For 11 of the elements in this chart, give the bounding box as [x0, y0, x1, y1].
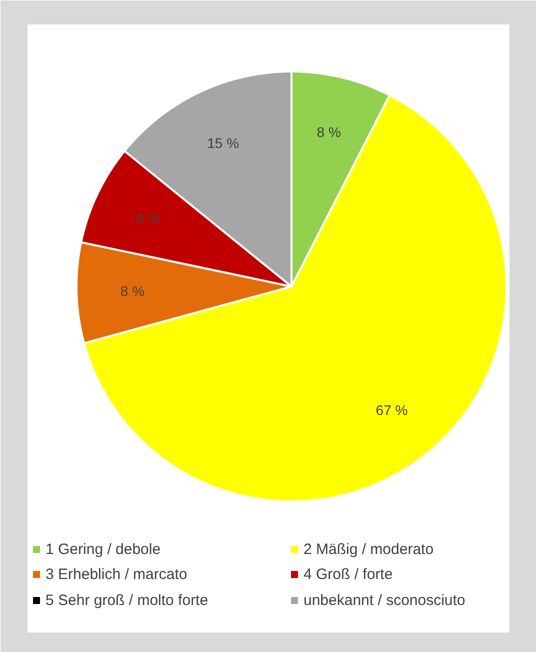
data-label: 8 %	[136, 210, 160, 226]
legend-label: 1 Gering / debole	[46, 541, 161, 558]
legend-label: unbekannt / sconosciuto	[304, 592, 466, 609]
data-label: 15 %	[207, 134, 240, 151]
legend-label: 3 Erheblich / marcato	[46, 566, 188, 583]
legend-label: 5 Sehr groß / molto forte	[46, 592, 208, 609]
data-label: 8 %	[316, 124, 341, 140]
data-label: 8 %	[120, 283, 145, 300]
legend-label: 4 Groß / forte	[304, 566, 393, 583]
legend-label: 2 Mäßig / moderato	[304, 541, 434, 558]
data-label: 67 %	[376, 402, 408, 418]
